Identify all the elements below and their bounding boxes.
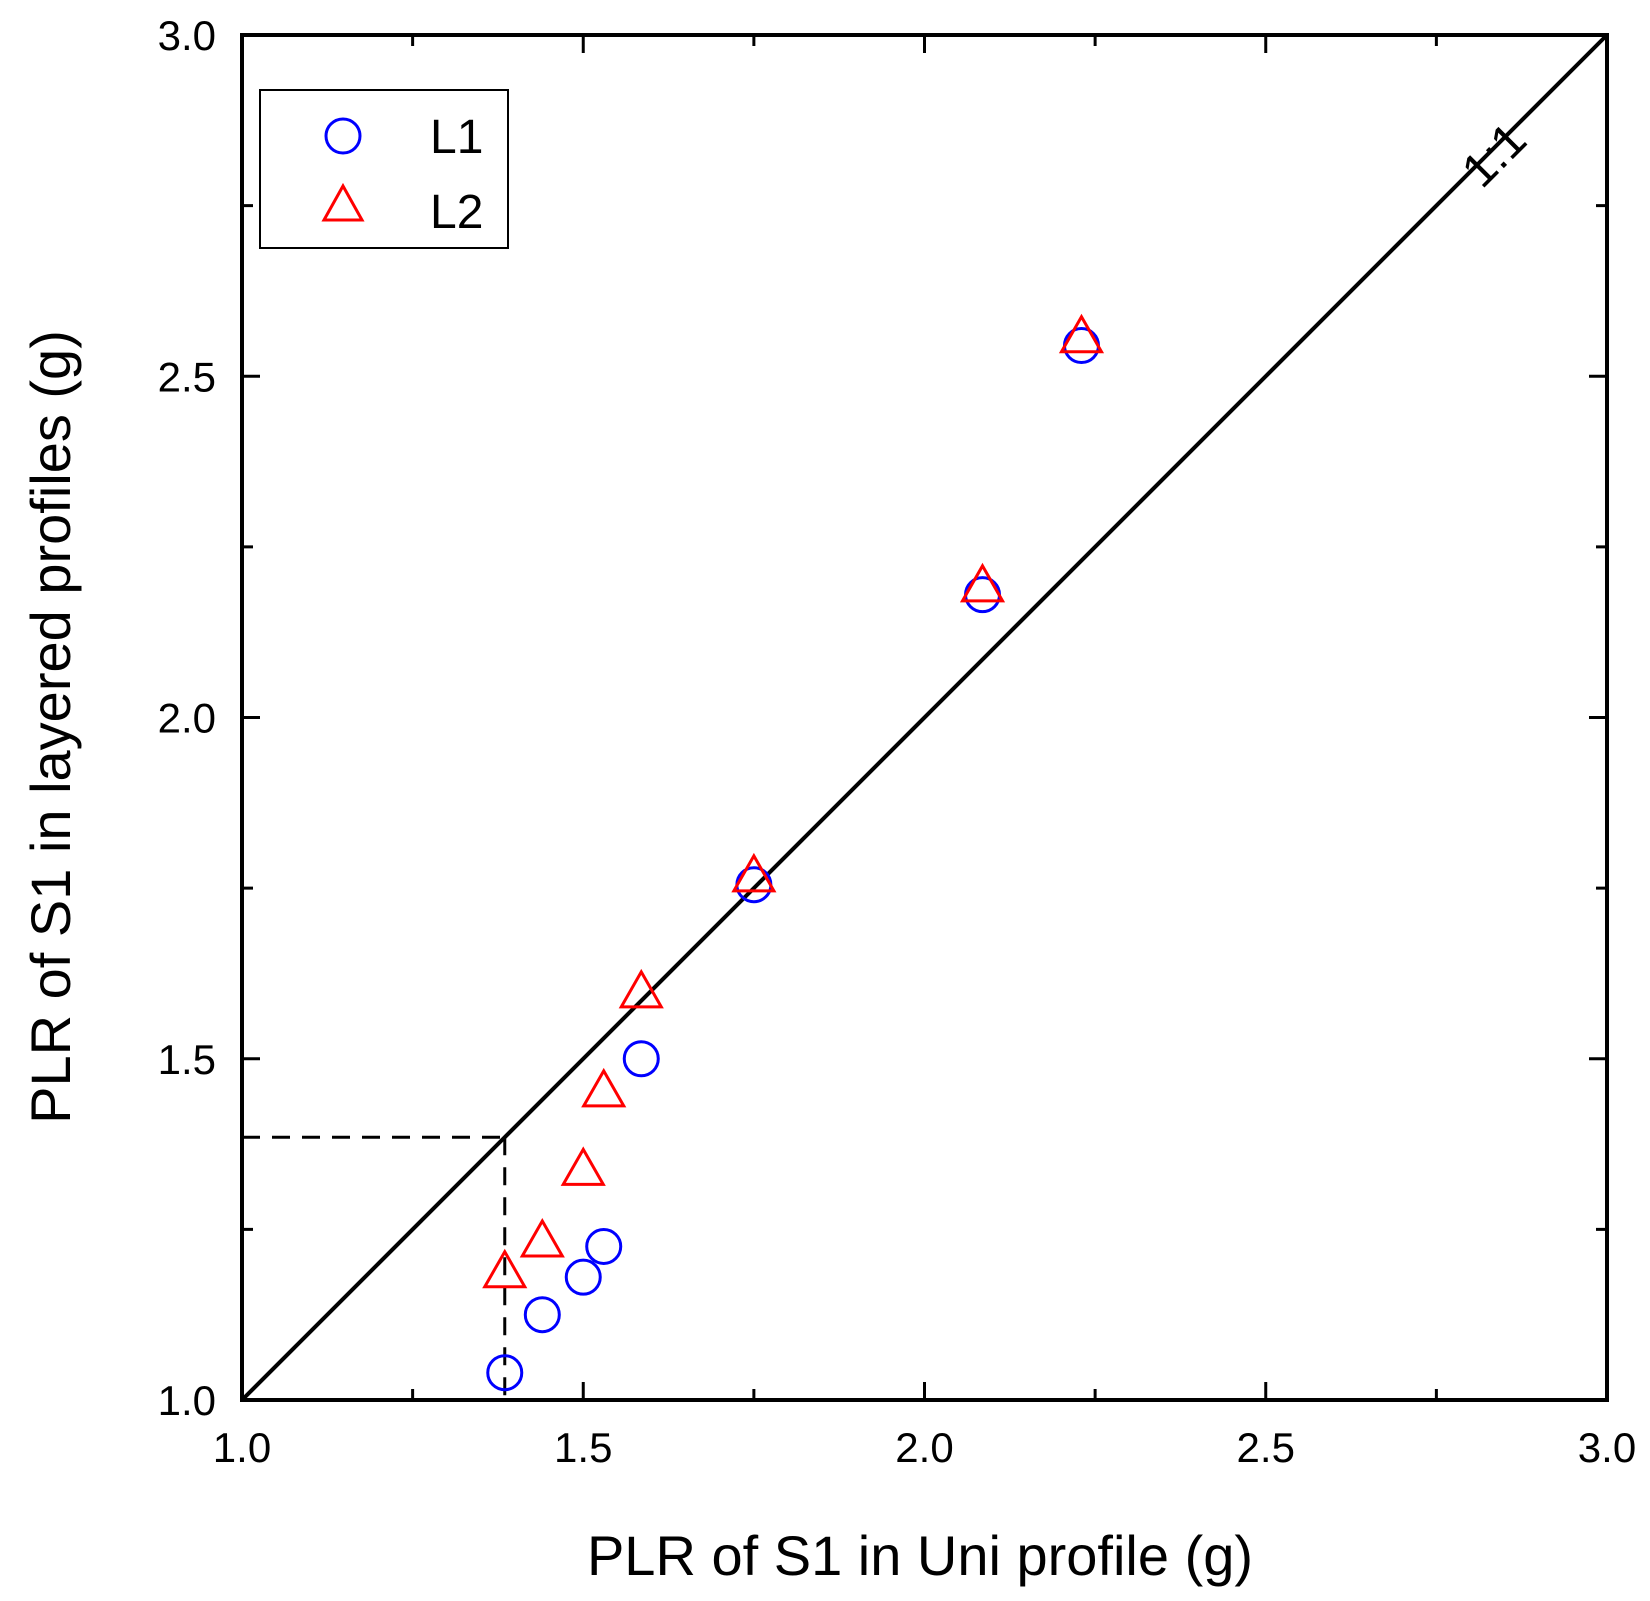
x-axis-title: PLR of S1 in Uni profile (g) (587, 1524, 1253, 1587)
point-l2 (731, 852, 777, 893)
point-l2 (618, 968, 664, 1009)
legend-label-l2: L2 (430, 186, 483, 239)
point-l2 (1058, 313, 1105, 354)
y-axis-title: PLR of S1 in layered profiles (g) (19, 330, 82, 1124)
legend-marker-l1 (324, 117, 362, 155)
point-l2 (959, 562, 1006, 603)
x-tick-label: 2.0 (895, 1424, 953, 1471)
x-tick-label: 3.0 (1578, 1424, 1636, 1471)
legend-label-l1: L1 (430, 111, 483, 164)
y-tick-label: 1.5 (158, 1036, 216, 1083)
y-tick-label: 2.0 (158, 695, 216, 742)
y-tick-label: 1.0 (158, 1377, 216, 1424)
x-tick-label: 1.5 (554, 1424, 612, 1471)
point-l2 (560, 1146, 606, 1186)
point-l2 (482, 1248, 528, 1289)
legend-box (259, 89, 509, 249)
point-l1 (486, 1354, 524, 1392)
y-tick-label: 3.0 (158, 12, 216, 59)
point-l2 (519, 1218, 565, 1258)
point-l1 (585, 1227, 623, 1265)
point-l1 (622, 1040, 660, 1078)
point-l1 (564, 1258, 602, 1296)
y-tick-label: 2.5 (158, 353, 216, 400)
legend: L1 L2 (259, 89, 509, 249)
x-tick-label: 2.5 (1237, 1424, 1295, 1471)
x-tick-label: 1.0 (213, 1424, 271, 1471)
point-l2 (581, 1067, 627, 1108)
one-to-one-line (240, 33, 1609, 1402)
point-l1 (523, 1296, 561, 1334)
legend-marker-l2 (321, 182, 365, 222)
axis-ticks: 1.0 1.5 2.0 2.5 3.0 1.0 1.5 2.0 2.5 3.0 (158, 12, 1637, 1471)
data-points (482, 313, 1105, 1392)
